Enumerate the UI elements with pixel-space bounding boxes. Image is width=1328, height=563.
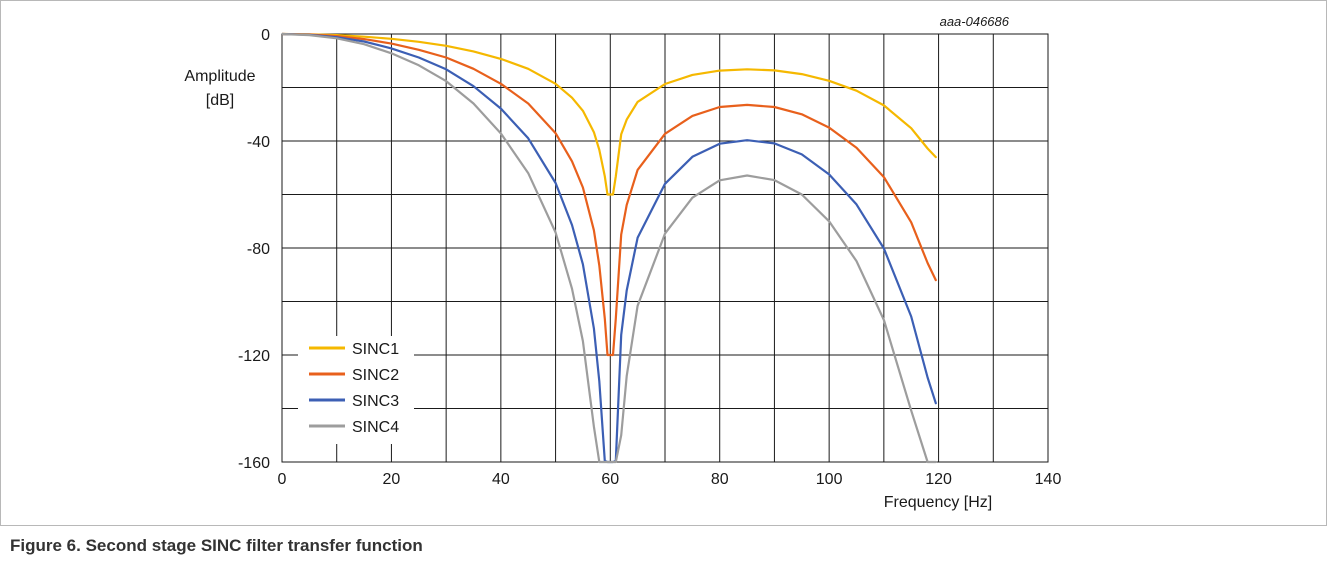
- y-tick-label: -120: [238, 348, 270, 365]
- x-axis-title: Frequency [Hz]: [884, 494, 992, 511]
- series-line-sinc4: [282, 32, 937, 464]
- figure-caption: Figure 6. Second stage SINC filter trans…: [10, 536, 423, 555]
- series-line-sinc2: [282, 32, 937, 357]
- x-tick-label: 20: [383, 471, 401, 488]
- legend-item-sinc4: SINC4: [309, 419, 399, 436]
- y-tick-label: 0: [261, 27, 270, 44]
- y-tick-label: -80: [247, 241, 270, 258]
- legend-label-sinc4: SINC4: [352, 419, 399, 436]
- x-tick-label: 120: [925, 471, 952, 488]
- y-axis-title-line1: Amplitude: [184, 68, 255, 85]
- x-tick-label: 0: [278, 471, 287, 488]
- legend-label-sinc2: SINC2: [352, 367, 399, 384]
- figure-id-label: aaa-046686: [940, 14, 1010, 29]
- x-tick-labels: 0 20 40 60 80 100 120 140: [278, 471, 1062, 488]
- y-tick-label: -160: [238, 455, 270, 472]
- x-tick-label: 140: [1035, 471, 1062, 488]
- chart-svg: 0 20 40 60 80 100 120 140 0 -40 -80 -120 -160 aaa-0…: [184, 14, 1062, 511]
- legend-item-sinc1: SINC1: [309, 341, 399, 358]
- legend-item-sinc2: SINC2: [309, 367, 399, 384]
- series-line-sinc1: [282, 32, 937, 196]
- plot-border: [281, 33, 1049, 463]
- x-tick-label: 80: [711, 471, 729, 488]
- legend: SINC1 SINC2 SINC3 SINC4: [298, 336, 414, 444]
- x-tick-label: 60: [601, 471, 619, 488]
- x-tick-label: 100: [816, 471, 843, 488]
- y-tick-labels: 0 -40 -80 -120 -160: [238, 27, 270, 472]
- series-layer: [282, 32, 937, 464]
- figure-frame: [0, 0, 1327, 526]
- legend-label-sinc1: SINC1: [352, 341, 399, 358]
- legend-label-sinc3: SINC3: [352, 393, 399, 410]
- y-tick-label: -40: [247, 134, 270, 151]
- x-tick-label: 40: [492, 471, 510, 488]
- y-axis-title-line2: [dB]: [206, 92, 234, 109]
- legend-item-sinc3: SINC3: [309, 393, 399, 410]
